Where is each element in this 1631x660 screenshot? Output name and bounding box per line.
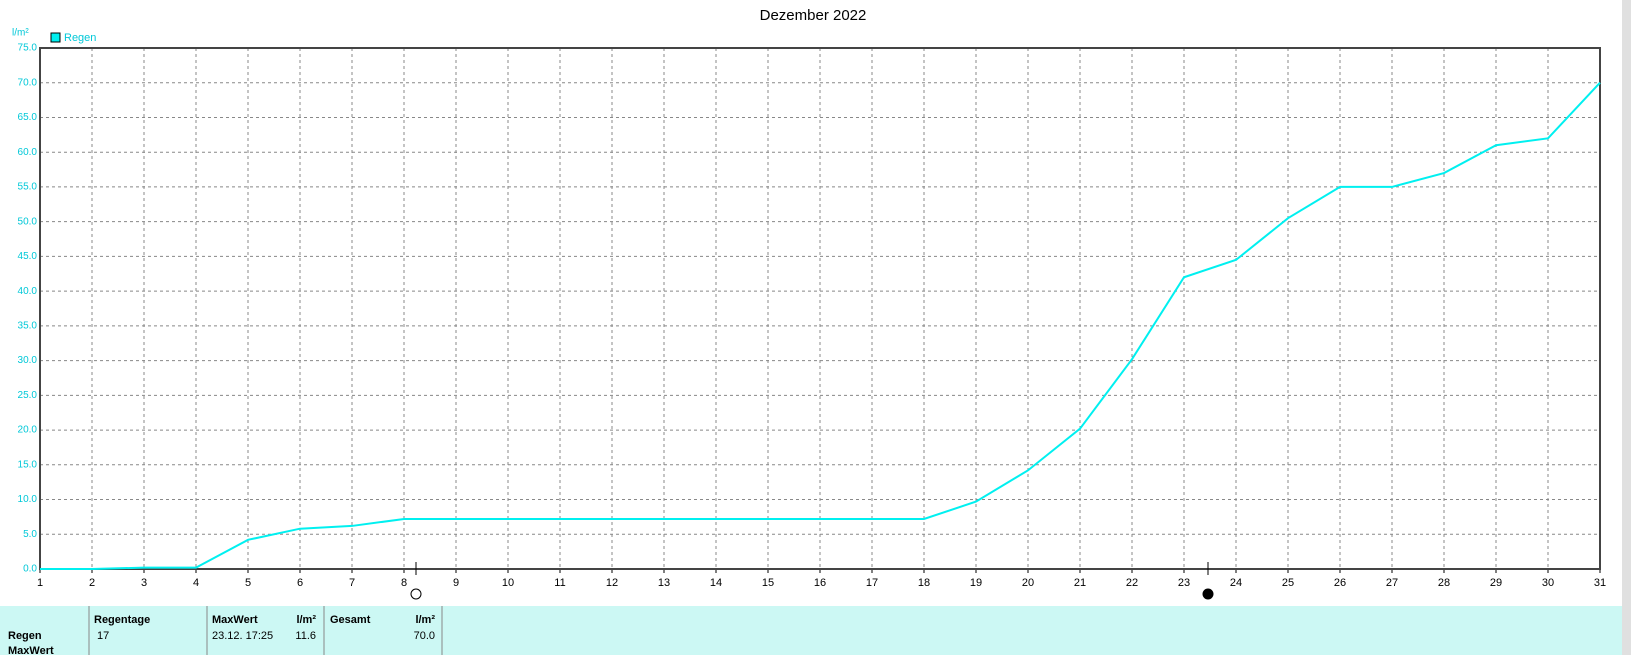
- y-tick-label: 60.0: [18, 147, 38, 158]
- table-background: [0, 606, 1622, 655]
- x-tick-label: 2: [89, 577, 95, 589]
- x-tick-label: 4: [193, 577, 199, 589]
- x-tick-label: 23: [1178, 577, 1190, 589]
- x-tick-label: 9: [453, 577, 459, 589]
- new-moon-icon: [1202, 588, 1214, 600]
- x-tick-label: 19: [970, 577, 982, 589]
- x-tick-label: 28: [1438, 577, 1450, 589]
- x-tick-label: 16: [814, 577, 826, 589]
- x-tick-label: 26: [1334, 577, 1346, 589]
- y-tick-label: 5.0: [23, 529, 37, 540]
- y-tick-label: 15.0: [18, 459, 38, 470]
- y-tick-label: 65.0: [18, 112, 38, 123]
- x-tick-label: 17: [866, 577, 878, 589]
- y-tick-label: 55.0: [18, 182, 38, 193]
- legend-label: Regen: [64, 32, 96, 44]
- x-tick-label: 7: [349, 577, 355, 589]
- x-tick-label: 8: [401, 577, 407, 589]
- x-tick-label: 14: [710, 577, 722, 589]
- y-tick-label: 75.0: [18, 43, 38, 54]
- x-tick-label: 3: [141, 577, 147, 589]
- y-tick-label: 50.0: [18, 216, 38, 227]
- x-tick-label: 31: [1594, 577, 1606, 589]
- x-tick-label: 21: [1074, 577, 1086, 589]
- x-tick-label: 6: [297, 577, 303, 589]
- full-moon-icon: [410, 588, 422, 600]
- x-tick-label: 22: [1126, 577, 1138, 589]
- x-tick-label: 27: [1386, 577, 1398, 589]
- y-tick-label: 30.0: [18, 355, 38, 366]
- table-cell: 11.6: [295, 630, 316, 642]
- table-header: l/m²: [415, 614, 435, 626]
- x-tick-label: 25: [1282, 577, 1294, 589]
- x-tick-label: 13: [658, 577, 670, 589]
- table-separators: [88, 606, 443, 655]
- x-tick-label: 1: [37, 577, 43, 589]
- table-header: MaxWert: [212, 614, 258, 626]
- x-tick-label: 5: [245, 577, 251, 589]
- table-cell: 23.12. 17:25: [212, 630, 273, 642]
- table-header: Regentage: [94, 614, 150, 626]
- y-tick-label: 35.0: [18, 321, 38, 332]
- y-tick-label: 40.0: [18, 286, 38, 297]
- x-tick-label: 24: [1230, 577, 1242, 589]
- table-header: Gesamt: [330, 614, 371, 626]
- table-cell: 17: [97, 630, 109, 642]
- y-axis-label: l/m²: [12, 28, 29, 39]
- x-tick-label: 11: [554, 577, 565, 589]
- x-tick-label: 30: [1542, 577, 1554, 589]
- x-tick-label: 15: [762, 577, 774, 589]
- row-label: MaxWert: [8, 645, 54, 655]
- rain-line: [40, 82, 1601, 570]
- x-tick-label: 12: [606, 577, 618, 589]
- chart-title: Dezember 2022: [760, 7, 867, 24]
- y-tick-label: 10.0: [18, 494, 38, 505]
- y-tick-label: 20.0: [18, 425, 38, 436]
- x-tick-label: 20: [1022, 577, 1034, 589]
- row-label: Regen: [8, 630, 42, 642]
- scrollbar: [1622, 0, 1631, 655]
- y-tick-label: 45.0: [18, 251, 38, 262]
- table-cell: 70.0: [414, 630, 435, 642]
- y-tick-label: 25.0: [18, 390, 38, 401]
- plot-frame: [39, 47, 1601, 570]
- y-tick-label: 0.0: [23, 564, 37, 575]
- legend-swatch: [50, 32, 61, 43]
- y-tick-label: 70.0: [18, 77, 38, 88]
- x-tick-label: 29: [1490, 577, 1502, 589]
- table-header: l/m²: [296, 614, 316, 626]
- x-tick-label: 10: [502, 577, 514, 589]
- x-tick-label: 18: [918, 577, 930, 589]
